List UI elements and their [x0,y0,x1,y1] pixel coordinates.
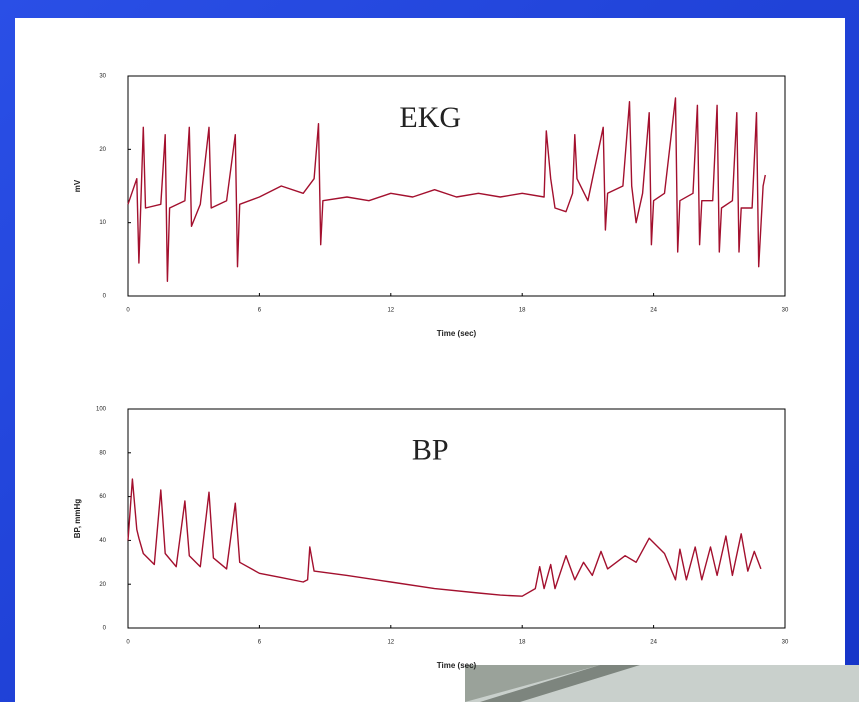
photo-fragment [465,665,859,702]
data-line [127,97,766,282]
y-axis-label: BP, mmHg [73,499,82,539]
x-tick-label: 24 [650,640,657,646]
chart-title: EKG [399,101,461,134]
x-tick-label: 30 [782,640,789,646]
x-axis-label: Time (sec) [437,661,477,670]
y-tick-label: 0 [103,294,107,300]
x-tick-label: 12 [387,640,394,646]
x-axis-label: Time (sec) [437,329,477,338]
x-tick-label: 6 [258,640,262,646]
y-tick-label: 20 [99,582,106,588]
y-tick-label: 0 [103,626,107,632]
x-tick-label: 30 [782,308,789,314]
y-tick-label: 20 [99,147,106,153]
x-tick-label: 24 [650,308,657,314]
y-tick-label: 30 [99,74,106,80]
chart-title: BP [412,434,449,467]
x-tick-label: 18 [519,308,526,314]
y-tick-label: 100 [96,407,107,413]
plot-frame [127,75,786,297]
y-tick-label: 40 [99,538,106,544]
y-tick-label: 80 [99,450,106,456]
x-tick-label: 0 [126,308,130,314]
x-tick-label: 6 [258,308,262,314]
charts: 0 6 12 18 24 30 0 10 20 30 EKG Time (sec) mV 0 6 12 18 24… [73,74,789,671]
data-line [127,478,762,597]
plot-frame [127,408,786,629]
x-tick-label: 18 [519,640,526,646]
y-tick-label: 60 [99,494,106,500]
y-tick-label: 10 [99,220,106,226]
y-axis-label: mV [73,179,82,192]
x-tick-label: 12 [387,308,394,314]
x-tick-label: 0 [126,640,130,646]
